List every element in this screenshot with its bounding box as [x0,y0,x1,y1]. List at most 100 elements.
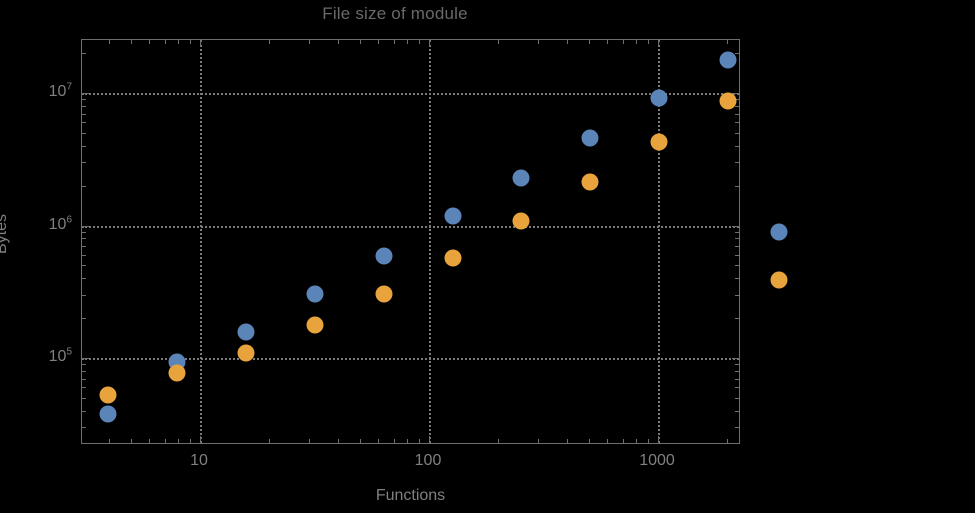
y-axis-tick [735,387,739,389]
x-axis-tick [406,439,408,443]
x-axis-tick [418,40,420,44]
y-axis-tick [735,231,739,233]
x-axis-tick [309,40,311,44]
x-axis-tick [337,439,339,443]
x-gridline [200,40,202,443]
y-gridline [82,93,739,95]
y-axis-tick [82,278,86,280]
x-axis-tick [726,40,728,44]
x-axis-tick [189,439,191,443]
y-axis-tick [82,132,86,134]
x-axis-tick [337,40,339,44]
y-axis-tick [82,113,86,115]
y-axis-tick [735,378,739,380]
y-axis-tick [735,397,739,399]
data-point [99,386,117,404]
y-axis-tick [735,278,739,280]
y-axis-tick [735,254,739,256]
data-point [237,344,255,362]
x-axis-tick [589,439,591,443]
x-axis-tick [566,439,568,443]
y-axis-tick [82,370,86,372]
y-axis-tick [82,397,86,399]
y-tick-label: 106 [48,214,72,233]
y-axis-tick [735,113,739,115]
y-axis-tick [82,318,86,320]
y-axis-tick [82,53,86,55]
x-axis-tick [429,40,430,47]
x-axis-tick [393,439,395,443]
x-gridline [658,40,660,443]
x-axis-tick [538,40,540,44]
x-axis-tick [378,40,380,44]
y-axis-label: Bytes [0,213,11,255]
data-point [306,316,324,334]
x-axis-tick [658,40,659,47]
x-axis-tick [497,40,499,44]
x-axis-tick [268,439,270,443]
data-point [581,173,599,191]
y-axis-tick [735,318,739,320]
x-axis-tick [177,439,179,443]
y-axis-tick [82,99,86,101]
x-axis-tick [149,439,151,443]
y-axis-tick [735,410,739,412]
y-axis-tick [735,162,739,164]
data-point [650,89,668,107]
x-axis-tick [360,439,362,443]
y-axis-tick [735,294,739,296]
y-axis-tick [82,185,86,187]
y-axis-tick [735,238,739,240]
y-gridline [82,358,739,360]
y-axis-tick [735,370,739,372]
data-point [770,271,788,289]
y-axis-tick [82,105,86,107]
x-axis-tick [622,40,624,44]
y-axis-tick [732,358,739,359]
y-tick-label: 107 [48,81,72,100]
data-point [719,92,737,110]
y-axis-tick [82,358,89,359]
x-axis-tick [647,439,649,443]
y-axis-tick [82,122,86,124]
x-axis-tick [429,436,430,443]
y-axis-tick [735,145,739,147]
x-axis-tick [378,439,380,443]
x-tick-label: 100 [414,452,442,469]
x-axis-tick [497,439,499,443]
y-axis-tick [82,427,86,429]
y-axis-tick [735,246,739,248]
data-point [581,129,599,147]
x-axis-tick [108,40,110,44]
x-axis-label: Functions [375,487,446,504]
x-axis-tick [309,439,311,443]
y-axis-tick [82,93,89,94]
y-axis-tick [82,378,86,380]
y-axis-tick [82,410,86,412]
data-point [444,207,462,225]
x-axis-tick [393,40,395,44]
x-axis-tick [647,40,649,44]
x-axis-tick [200,40,201,47]
data-point [375,247,393,265]
x-axis-tick [406,40,408,44]
x-axis-tick [189,40,191,44]
y-axis-tick [82,254,86,256]
y-axis-tick [82,294,86,296]
y-axis-tick [735,185,739,187]
x-axis-tick [164,40,166,44]
y-axis-tick [735,122,739,124]
data-point [512,212,530,230]
x-axis-tick [164,439,166,443]
x-axis-tick [131,40,133,44]
x-axis-tick [589,40,591,44]
x-axis-tick [607,40,609,44]
data-point [770,223,788,241]
x-axis-tick [635,439,637,443]
data-point [99,405,117,423]
y-axis-tick [82,162,86,164]
data-point [306,285,324,303]
x-axis-tick [566,40,568,44]
y-axis-tick [735,53,739,55]
